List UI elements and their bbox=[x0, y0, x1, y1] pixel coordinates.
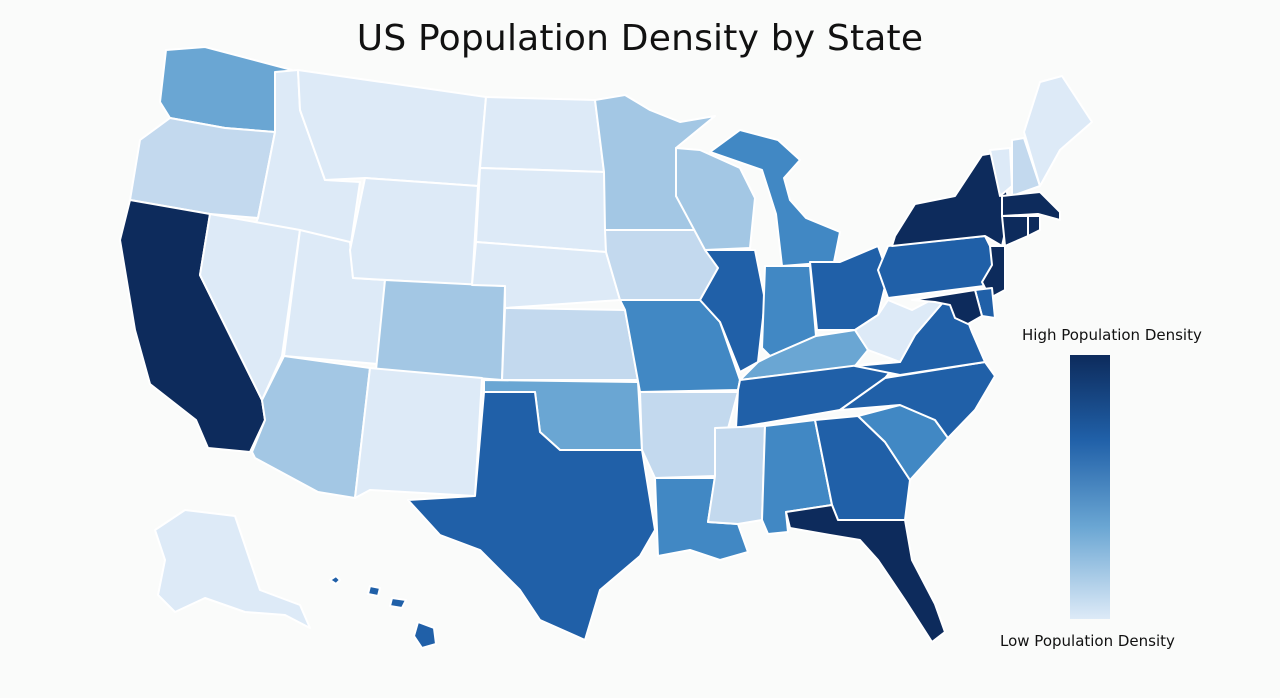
state-florida[interactable] bbox=[785, 504, 946, 643]
state-ohio[interactable] bbox=[809, 245, 889, 331]
state-wisconsin[interactable] bbox=[675, 147, 756, 251]
state-alaska[interactable] bbox=[154, 509, 311, 629]
state-mississippi[interactable] bbox=[707, 425, 766, 525]
state-maryland[interactable] bbox=[911, 289, 983, 325]
state-kansas[interactable] bbox=[501, 307, 639, 381]
state-oregon[interactable] bbox=[129, 117, 276, 219]
legend-color-bar bbox=[1070, 355, 1110, 619]
state-hawaii[interactable] bbox=[329, 575, 437, 649]
map-title: US Population Density by State bbox=[356, 18, 924, 59]
legend-low-label: Low Population Density bbox=[1000, 632, 1175, 650]
legend-high-label: High Population Density bbox=[1022, 326, 1202, 344]
state-rhode-island[interactable] bbox=[1027, 215, 1041, 237]
state-new-york[interactable] bbox=[891, 151, 1011, 247]
state-south-dakota[interactable] bbox=[475, 167, 607, 253]
state-texas[interactable] bbox=[407, 391, 656, 641]
state-new-mexico[interactable] bbox=[354, 367, 483, 499]
state-north-dakota[interactable] bbox=[479, 96, 605, 173]
state-michigan[interactable] bbox=[709, 129, 841, 267]
state-montana[interactable] bbox=[297, 69, 487, 187]
state-west-virginia[interactable] bbox=[854, 297, 946, 363]
state-connecticut[interactable] bbox=[1001, 215, 1029, 247]
state-wyoming[interactable] bbox=[349, 177, 479, 286]
state-colorado[interactable] bbox=[375, 279, 506, 381]
state-illinois[interactable] bbox=[699, 249, 766, 373]
state-maine[interactable] bbox=[1023, 75, 1093, 187]
